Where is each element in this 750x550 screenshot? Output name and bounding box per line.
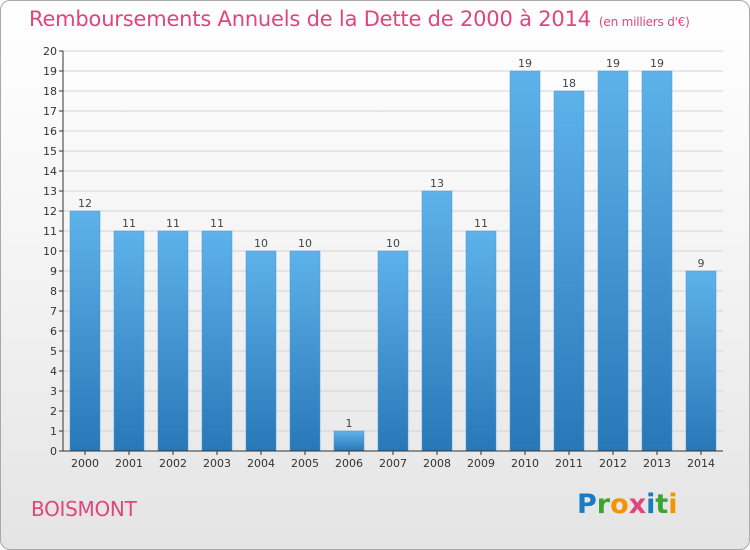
bar-2005 [289, 250, 321, 452]
x-tick-label-2010: 2010 [511, 457, 539, 470]
bar-2004 [245, 250, 277, 452]
x-tick-label-2003: 2003 [203, 457, 231, 470]
bar-2010 [509, 70, 541, 452]
y-tick-label: 18 [43, 85, 57, 98]
y-tick-label: 11 [43, 225, 57, 238]
logo-letter: t [655, 489, 669, 520]
x-tick-label-2004: 2004 [247, 457, 275, 470]
bar-2013 [641, 70, 673, 452]
bar-2012 [597, 70, 629, 452]
bar-2007 [377, 250, 409, 452]
value-label-2005: 10 [298, 237, 312, 250]
value-label-2014: 9 [698, 257, 705, 270]
commune-name: BOISMONT [31, 497, 137, 521]
value-label-2000: 12 [78, 197, 92, 210]
x-tick-label-2008: 2008 [423, 457, 451, 470]
y-tick-label: 15 [43, 145, 57, 158]
y-tick-label: 17 [43, 105, 57, 118]
labels: 0123456789101112131415161718192012200011… [43, 45, 715, 470]
x-tick-label-2006: 2006 [335, 457, 363, 470]
logo-letter: P [577, 489, 597, 520]
value-label-2002: 11 [166, 217, 180, 230]
value-label-2007: 10 [386, 237, 400, 250]
y-tick-label: 14 [43, 165, 57, 178]
value-label-2008: 13 [430, 177, 444, 190]
x-tick-label-2009: 2009 [467, 457, 495, 470]
value-label-2011: 18 [562, 77, 576, 90]
x-tick-label-2007: 2007 [379, 457, 407, 470]
y-tick-label: 3 [50, 385, 57, 398]
x-tick-label-2012: 2012 [599, 457, 627, 470]
chart-title-text: Remboursements Annuels de la Dette de 20… [29, 7, 591, 31]
y-tick-label: 8 [50, 285, 57, 298]
x-tick-label-2013: 2013 [643, 457, 671, 470]
chart-unit-label: (en milliers d'€) [598, 15, 690, 29]
x-tick-label-2001: 2001 [115, 457, 143, 470]
y-tick-label: 6 [50, 325, 57, 338]
value-label-2006: 1 [346, 417, 353, 430]
axes [59, 50, 723, 455]
x-tick-label-2005: 2005 [291, 457, 319, 470]
chart-title: Remboursements Annuels de la Dette de 20… [29, 7, 690, 31]
value-label-2001: 11 [122, 217, 136, 230]
y-tick-label: 4 [50, 365, 57, 378]
value-label-2004: 10 [254, 237, 268, 250]
x-tick-label-2002: 2002 [159, 457, 187, 470]
logo-letter: i [668, 489, 678, 520]
value-label-2010: 19 [518, 57, 532, 70]
bar-2002 [157, 230, 189, 452]
bar-2006 [333, 430, 365, 452]
bar-2009 [465, 230, 497, 452]
bar-2001 [113, 230, 145, 452]
bar-2008 [421, 190, 453, 452]
bar-2003 [201, 230, 233, 452]
y-tick-label: 13 [43, 185, 57, 198]
value-label-2009: 11 [474, 217, 488, 230]
bars [69, 70, 717, 452]
x-tick-label-2011: 2011 [555, 457, 583, 470]
y-tick-label: 10 [43, 245, 57, 258]
bar-2011 [553, 90, 585, 452]
y-tick-label: 7 [50, 305, 57, 318]
y-tick-label: 2 [50, 405, 57, 418]
y-tick-label: 20 [43, 45, 57, 58]
y-tick-label: 9 [50, 265, 57, 278]
y-tick-label: 0 [50, 445, 57, 458]
y-tick-label: 1 [50, 425, 57, 438]
y-tick-label: 12 [43, 205, 57, 218]
y-tick-label: 16 [43, 125, 57, 138]
y-tick-label: 19 [43, 65, 57, 78]
y-tick-label: 5 [50, 345, 57, 358]
proxiti-logo[interactable]: Proxiti [577, 489, 678, 520]
x-tick-label-2000: 2000 [71, 457, 99, 470]
logo-letter: i [646, 489, 656, 520]
x-tick-label-2014: 2014 [687, 457, 715, 470]
bar-2014 [685, 270, 717, 452]
logo-letter: x [628, 489, 647, 520]
value-label-2012: 19 [606, 57, 620, 70]
value-label-2013: 19 [650, 57, 664, 70]
value-label-2003: 11 [210, 217, 224, 230]
bar-2000 [69, 210, 101, 452]
logo-letter: r [596, 489, 611, 520]
logo-letter: o [610, 489, 629, 520]
